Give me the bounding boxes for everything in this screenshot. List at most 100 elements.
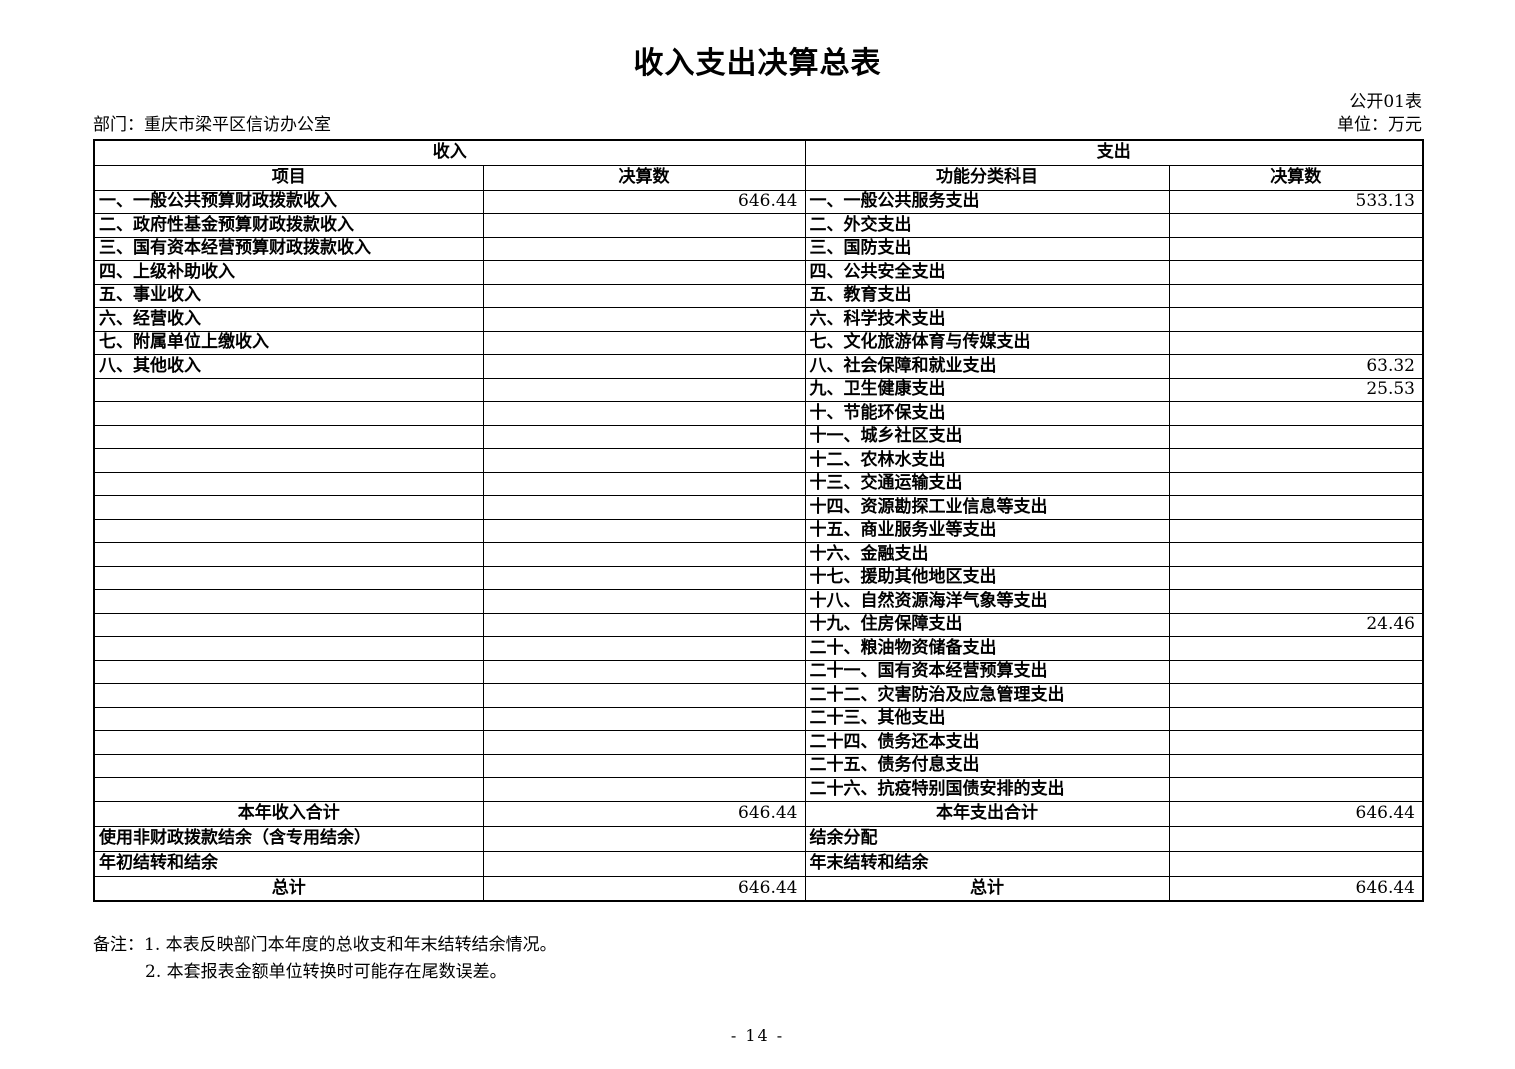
table-row: 五、事业收入 五、教育支出 (93, 283, 1424, 308)
expense-amount-cell: 24.46 (1168, 612, 1424, 637)
income-amount-cell (482, 236, 806, 261)
expense-item-cell: 九、卫生健康支出 (804, 377, 1170, 402)
income-amount-cell (482, 706, 806, 731)
income-item-cell (93, 753, 484, 778)
table-row: 二、政府性基金预算财政拨款收入 二、外交支出 (93, 213, 1424, 238)
page-number: - 14 - (730, 1026, 785, 1045)
income-item-cell (93, 448, 484, 473)
income-item-cell: 三、国有资本经营预算财政拨款收入 (93, 236, 484, 261)
expense-item-cell: 一、一般公共服务支出 (804, 189, 1170, 214)
unit-label: 单位：万元 (1337, 115, 1422, 135)
income-item-cell (93, 636, 484, 661)
income-item-cell (93, 589, 484, 614)
expense-item-cell: 二十、粮油物资储备支出 (804, 636, 1170, 661)
income-item-cell (93, 612, 484, 637)
income-amount-cell (482, 753, 806, 778)
income-item-cell (93, 730, 484, 755)
income-item-column-header: 项目 (93, 164, 484, 191)
table-footer-row: 使用非财政拨款结余（含专用结余） 结余分配 (93, 825, 1424, 852)
income-item-cell (93, 401, 484, 426)
table-footer-row: 总计 646.44 总计 646.44 (93, 875, 1424, 902)
section-header-row: 收入 支出 (93, 139, 1424, 166)
table-row: 二十六、抗疫特别国债安排的支出 (93, 777, 1424, 802)
form-number-label: 公开01表 (1349, 92, 1422, 112)
income-amount-cell (482, 518, 806, 543)
table-body: 一、一般公共预算财政拨款收入 646.44 一、一般公共服务支出 533.13 二、政府… (93, 189, 1424, 902)
income-item-cell (93, 777, 484, 802)
table-row: 二十三、其他支出 (93, 706, 1424, 731)
income-amount-cell (482, 636, 806, 661)
department-label: 部门：重庆市梁平区信访办公室 (93, 115, 331, 135)
table-footer-row: 本年收入合计 646.44 本年支出合计 646.44 (93, 800, 1424, 827)
table-row: 十四、资源勘探工业信息等支出 (93, 495, 1424, 520)
income-item-cell: 四、上级补助收入 (93, 260, 484, 285)
expense-footer-amount-cell: 646.44 (1168, 875, 1424, 902)
income-item-cell (93, 565, 484, 590)
expense-item-cell: 二十六、抗疫特别国债安排的支出 (804, 777, 1170, 802)
expense-amount-cell (1168, 307, 1424, 332)
income-item-cell: 六、经营收入 (93, 307, 484, 332)
expense-footer-amount-cell (1168, 850, 1424, 877)
income-item-cell (93, 706, 484, 731)
income-amount-cell (482, 354, 806, 379)
table-row: 十七、援助其他地区支出 (93, 565, 1424, 590)
notes-label: 备注： (93, 935, 144, 955)
income-footer-label-cell: 本年收入合计 (93, 800, 484, 827)
income-item-cell: 八、其他收入 (93, 354, 484, 379)
income-amount-cell (482, 730, 806, 755)
note-text-2: 2. 本套报表金额单位转换时可能存在尾数误差。 (145, 962, 507, 982)
expense-item-cell: 十九、住房保障支出 (804, 612, 1170, 637)
expense-item-cell: 十一、城乡社区支出 (804, 424, 1170, 449)
page-title: 收入支出决算总表 (633, 46, 882, 81)
expense-amount-cell (1168, 401, 1424, 426)
income-amount-cell (482, 495, 806, 520)
expense-amount-cell (1168, 706, 1424, 731)
report-page: 收入支出决算总表 公开01表 部门：重庆市梁平区信访办公室 单位：万元 收入 支… (93, 46, 1424, 1045)
income-amount-cell (482, 659, 806, 684)
income-item-cell (93, 683, 484, 708)
expense-amount-cell (1168, 213, 1424, 238)
expense-amount-cell (1168, 236, 1424, 261)
expense-footer-amount-cell: 646.44 (1168, 800, 1424, 827)
expense-amount-cell: 25.53 (1168, 377, 1424, 402)
expense-item-cell: 二、外交支出 (804, 213, 1170, 238)
expense-amount-cell (1168, 659, 1424, 684)
expense-item-cell: 三、国防支出 (804, 236, 1170, 261)
expense-item-cell: 二十一、国有资本经营预算支出 (804, 659, 1170, 684)
column-header-row: 项目 决算数 功能分类科目 决算数 (93, 164, 1424, 191)
meta-row: 部门：重庆市梁平区信访办公室 单位：万元 (93, 115, 1422, 136)
income-amount-cell (482, 589, 806, 614)
table-row: 一、一般公共预算财政拨款收入 646.44 一、一般公共服务支出 533.13 (93, 189, 1424, 214)
expense-amount-cell (1168, 777, 1424, 802)
note-text-1: 1. 本表反映部门本年度的总收支和年末结转结余情况。 (144, 935, 557, 955)
income-amount-cell (482, 542, 806, 567)
expense-item-column-header: 功能分类科目 (804, 164, 1170, 191)
income-amount-cell (482, 777, 806, 802)
expense-footer-label-cell: 结余分配 (804, 825, 1170, 852)
expense-amount-cell (1168, 495, 1424, 520)
expense-footer-label-cell: 年末结转和结余 (804, 850, 1170, 877)
income-footer-amount-cell: 646.44 (482, 800, 806, 827)
expense-footer-label-cell: 本年支出合计 (804, 800, 1170, 827)
expense-item-cell: 十五、商业服务业等支出 (804, 518, 1170, 543)
income-footer-amount-cell (482, 825, 806, 852)
expense-section-header: 支出 (804, 139, 1424, 166)
expense-item-cell: 十七、援助其他地区支出 (804, 565, 1170, 590)
income-item-cell (93, 518, 484, 543)
expense-item-cell: 二十二、灾害防治及应急管理支出 (804, 683, 1170, 708)
expense-amount-cell (1168, 683, 1424, 708)
note-line: 备注：1. 本表反映部门本年度的总收支和年末结转结余情况。 (93, 932, 1422, 959)
income-amount-cell (482, 283, 806, 308)
expense-amount-column-header: 决算数 (1168, 164, 1424, 191)
income-amount-cell (482, 377, 806, 402)
expense-item-cell: 十三、交通运输支出 (804, 471, 1170, 496)
income-amount-cell (482, 307, 806, 332)
table-row: 六、经营收入 六、科学技术支出 (93, 307, 1424, 332)
expense-amount-cell (1168, 330, 1424, 355)
income-amount-column-header: 决算数 (482, 164, 806, 191)
final-accounts-table: 收入 支出 项目 决算数 功能分类科目 决算数 一、一般公共预算财政拨款收入 64… (93, 139, 1424, 902)
income-item-cell (93, 542, 484, 567)
expense-footer-amount-cell (1168, 825, 1424, 852)
note-line: 2. 本套报表金额单位转换时可能存在尾数误差。 (93, 959, 1422, 986)
income-amount-cell (482, 683, 806, 708)
